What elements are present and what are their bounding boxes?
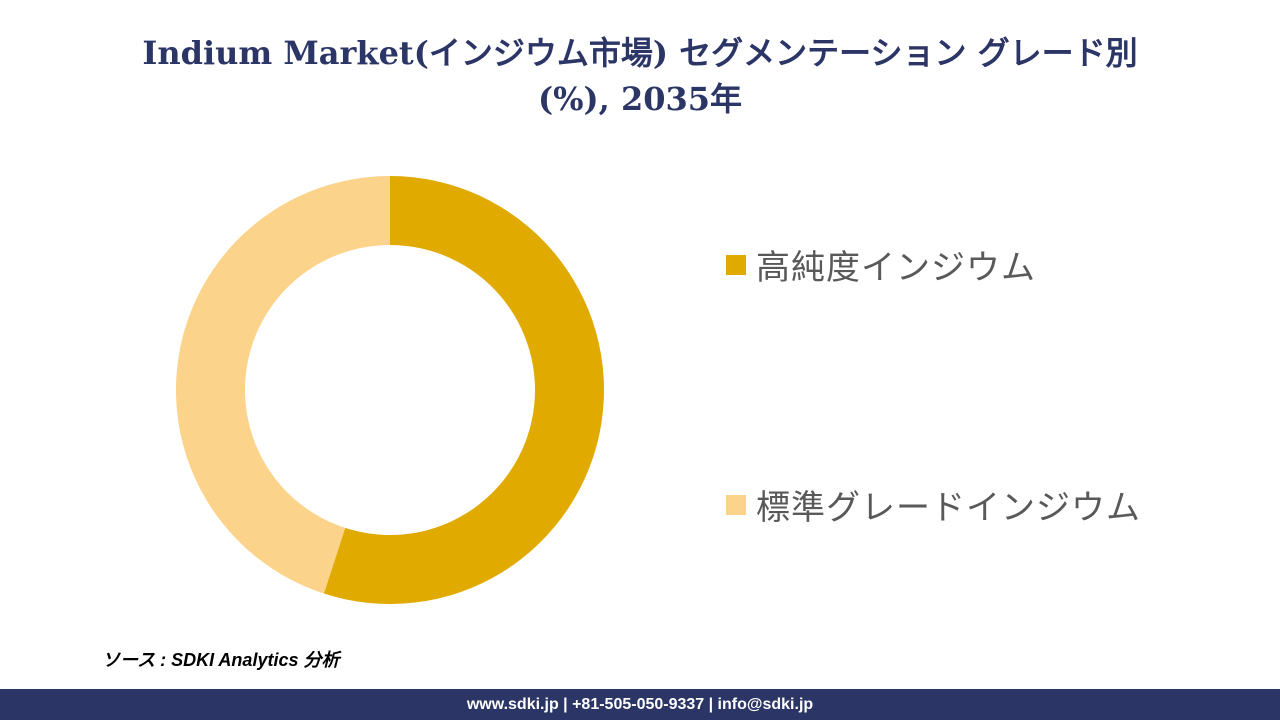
legend-swatch-standard-grade xyxy=(726,494,746,515)
legend-label-high-purity: 高純度インジウム xyxy=(756,248,1036,288)
footer-contact-bar: www.sdki.jp | +81-505-050-9337 | info@sd… xyxy=(0,689,1280,720)
chart-title-year: (%), 2035年 xyxy=(537,80,743,118)
chart-title: Indium Market(インジウム市場) セグメンテーション グレード別 xyxy=(142,34,1138,72)
donut-slice-high-purity xyxy=(323,176,605,604)
legend-swatch-high-purity xyxy=(726,254,746,275)
chart-legend: 高純度インジウム 標準グレードインジウム xyxy=(726,0,1266,600)
donut-slice-standard-grade xyxy=(176,176,390,594)
donut-chart xyxy=(176,176,605,604)
legend-item-high-purity: 高純度インジウム xyxy=(726,240,1036,289)
source-note: ソース : SDKI Analytics 分析 xyxy=(102,650,340,670)
legend-item-standard-grade: 標準グレードインジウム xyxy=(726,480,1141,529)
legend-label-standard-grade: 標準グレードインジウム xyxy=(756,488,1141,528)
